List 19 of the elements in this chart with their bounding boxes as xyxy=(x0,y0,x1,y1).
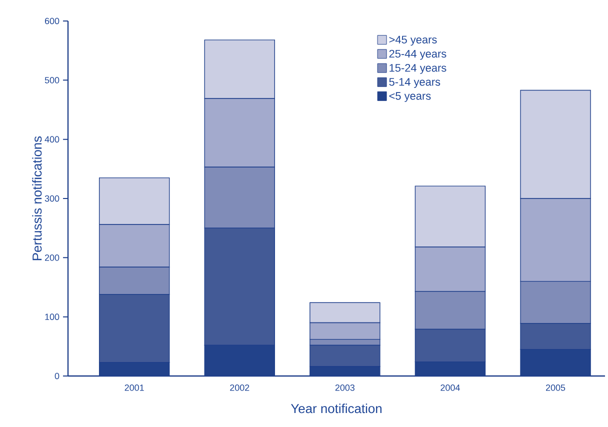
legend-label: 25-44 years xyxy=(389,50,446,60)
y-tick-label: 500 xyxy=(44,76,60,84)
y-tick-label: 0 xyxy=(54,372,60,380)
x-tick-label: 2001 xyxy=(124,384,144,391)
x-tick-label: 2005 xyxy=(546,384,566,391)
y-tick-label: 300 xyxy=(44,195,60,202)
x-tick-label: 2002 xyxy=(230,384,250,391)
y-axis-title: Pertussis notifications xyxy=(32,136,42,260)
legend-label: 15-24 years xyxy=(390,64,446,74)
y-tick-label: 100 xyxy=(45,314,60,320)
y-tick-label: 400 xyxy=(44,136,60,143)
x-tick-label: 2003 xyxy=(335,384,355,391)
legend-label: 5-14 years xyxy=(389,78,440,88)
y-tick-label: 200 xyxy=(44,254,60,261)
y-tick-label: 600 xyxy=(44,18,60,24)
x-axis-title: Year notification xyxy=(290,404,382,414)
x-tick-label: 2004 xyxy=(440,384,460,391)
legend-label: >45 years xyxy=(389,36,437,46)
legend-label: <5 years xyxy=(389,92,431,102)
